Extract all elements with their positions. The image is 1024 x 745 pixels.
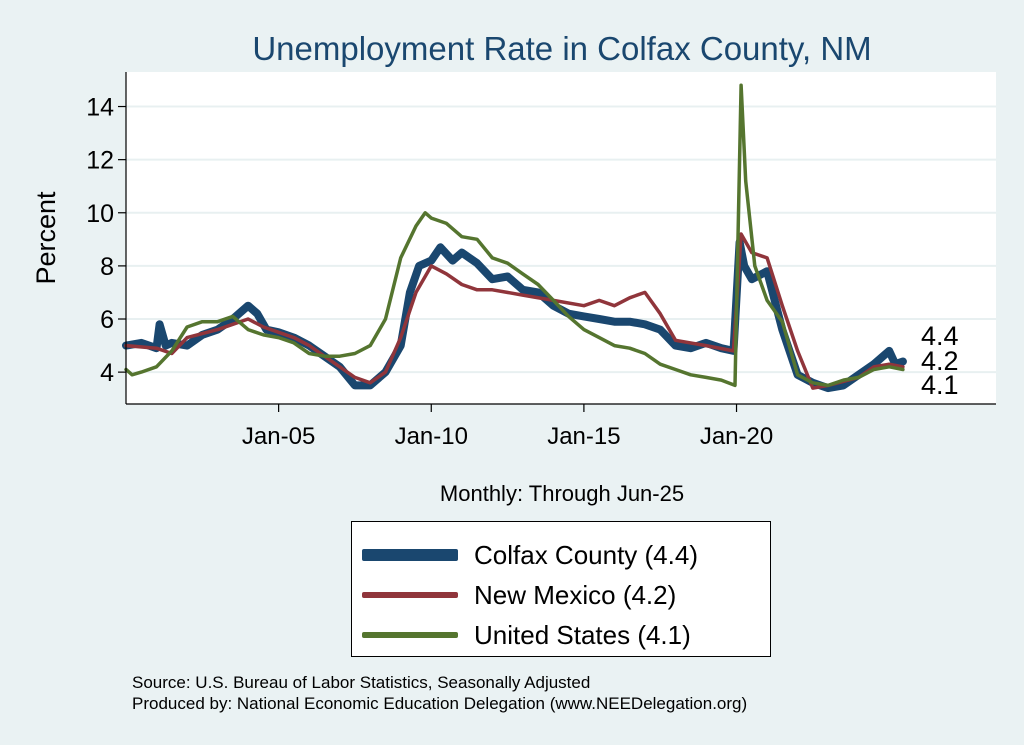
y-tick-label: 8 (100, 253, 114, 281)
series-line-united-states (124, 83, 905, 388)
series-line-new-mexico (124, 232, 905, 390)
source-line: Source: U.S. Bureau of Labor Statistics,… (132, 673, 591, 692)
x-axis-ticks: Jan-05 Jan-10 Jan-15 Jan-20 (242, 404, 773, 450)
series-line-colfax (122, 238, 907, 393)
x-tick-label: Jan-10 (395, 423, 468, 450)
chart-title: Unemployment Rate in Colfax County, NM (252, 30, 871, 67)
legend-label-united-states: United States (4.1) (474, 619, 691, 650)
x-tick-label: Jan-05 (242, 423, 315, 450)
legend-swatch-new-mexico (362, 592, 458, 598)
grid-lines (126, 105, 996, 374)
x-axis-label: Monthly: Through Jun-25 (440, 481, 684, 506)
y-tick-label: 10 (86, 200, 114, 228)
legend-item-new-mexico: New Mexico (4.2) (362, 577, 676, 613)
legend-item-colfax: Colfax County (4.4) (362, 537, 698, 573)
y-tick-label: 6 (100, 306, 114, 334)
x-tick-label: Jan-15 (547, 423, 620, 450)
producer-line: Produced by: National Economic Education… (132, 694, 748, 713)
end-value-label: 4.4 (921, 321, 959, 351)
source-note: Source: U.S. Bureau of Labor Statistics,… (132, 672, 747, 714)
legend-item-united-states: United States (4.1) (362, 617, 691, 653)
series-lines (122, 83, 907, 393)
end-value-label: 4.2 (921, 346, 959, 376)
x-tick-label: Jan-20 (700, 423, 773, 450)
plot-area (126, 72, 996, 404)
end-value-label: 4.1 (921, 370, 959, 400)
legend-label-new-mexico: New Mexico (4.2) (474, 579, 677, 610)
y-axis-label: Percent (31, 191, 61, 285)
legend-label-colfax: Colfax County (4.4) (474, 539, 698, 570)
legend-swatch-united-states (362, 632, 458, 638)
end-value-labels: 4.44.24.1 (921, 321, 959, 400)
y-tick-label: 4 (100, 359, 114, 387)
legend-swatch-colfax (362, 549, 458, 561)
y-axis-ticks: 4 6 8 10 12 14 (86, 94, 126, 387)
y-tick-label: 12 (86, 147, 114, 175)
chart-legend: Colfax County (4.4) New Mexico (4.2) Uni… (351, 521, 771, 657)
y-tick-label: 14 (86, 94, 114, 122)
